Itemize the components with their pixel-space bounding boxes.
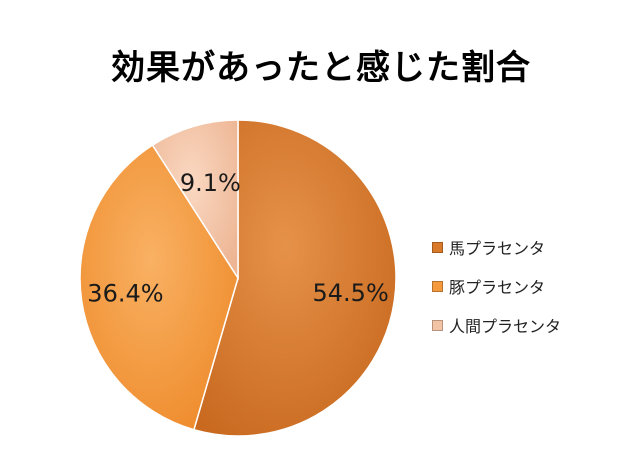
legend-label-buta: 豚プラセンタ [449,278,546,297]
chart-title: 効果があったと感じた割合 [111,48,531,88]
data-label-buta: 36.4% [87,279,163,307]
data-label-uma: 54.5% [313,279,389,307]
legend-swatch-uma [432,241,443,253]
pie-slices [79,119,397,437]
legend-label-ningen: 人間プラセンタ [449,317,562,336]
pie-data-labels: 54.5% 36.4% 9.1% [87,169,388,307]
legend-label-uma: 馬プラセンタ [449,239,546,258]
pie-slice-buta [79,144,239,431]
legend-item-ningen: 人間プラセンタ [432,315,632,336]
legend-item-uma: 馬プラセンタ [432,237,632,258]
pie-slice-uma [192,119,397,437]
pie-slice-ningen [151,119,239,281]
legend-swatch-buta [432,280,443,292]
data-label-ningen: 9.1% [180,169,241,197]
legend-item-buta: 豚プラセンタ [432,276,632,297]
legend: 馬プラセンタ 豚プラセンタ 人間プラセンタ [432,237,632,354]
legend-swatch-ningen [432,319,443,331]
